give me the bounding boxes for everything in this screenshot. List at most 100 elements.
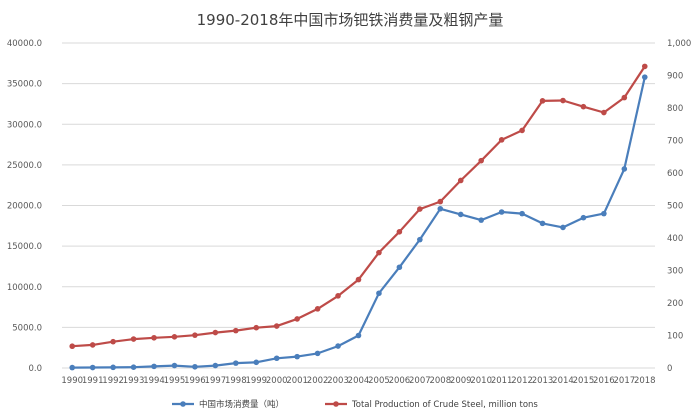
x-tick-label: 2004 — [348, 376, 370, 386]
x-axis: 1990199119921993199419951996199719981999… — [61, 367, 656, 386]
data-point — [437, 205, 444, 212]
x-tick-label: 2005 — [368, 376, 390, 386]
x-tick-label: 2009 — [450, 376, 472, 386]
data-point — [519, 127, 525, 134]
x-tick-label: 1995 — [164, 376, 186, 386]
right-tick-label: 1,000 — [667, 39, 691, 49]
data-point — [130, 364, 137, 370]
data-point — [233, 360, 239, 366]
data-point — [314, 306, 321, 312]
data-point — [478, 217, 484, 223]
data-point — [621, 166, 628, 172]
x-tick-label: 2012 — [511, 376, 533, 386]
series-1 — [69, 74, 648, 371]
x-tick-label: 1993 — [123, 376, 145, 386]
x-tick-label: 1990 — [61, 376, 83, 386]
data-point — [151, 334, 157, 341]
legend-item: 中国市场消费量（吨） — [172, 399, 284, 410]
x-tick-label: 1992 — [102, 376, 124, 386]
left-tick-label: 0.0 — [28, 364, 42, 374]
grid-lines — [62, 42, 655, 369]
data-point — [335, 343, 341, 349]
data-point — [192, 363, 198, 370]
data-point — [601, 210, 607, 217]
x-tick-label: 1996 — [184, 376, 206, 386]
data-point — [151, 363, 157, 370]
data-point — [314, 350, 321, 357]
data-point — [171, 334, 178, 340]
x-tick-label: 2016 — [593, 376, 615, 386]
data-point — [171, 362, 178, 369]
legend-swatch-marker — [180, 401, 186, 407]
data-point — [519, 210, 525, 217]
x-tick-label: 2003 — [327, 376, 349, 386]
data-point — [396, 264, 403, 271]
data-point — [539, 220, 546, 227]
data-point — [355, 332, 362, 339]
series-line — [72, 76, 646, 369]
data-point — [437, 198, 444, 205]
x-tick-label: 1997 — [205, 376, 227, 386]
data-point — [110, 338, 116, 345]
data-point — [498, 209, 505, 215]
data-point — [294, 353, 300, 360]
x-tick-label: 1991 — [82, 376, 104, 386]
data-point — [253, 359, 260, 366]
data-point — [212, 329, 219, 336]
data-point — [69, 364, 76, 371]
data-point — [294, 316, 300, 322]
data-point — [580, 214, 587, 221]
right-tick-label: 800 — [667, 104, 683, 114]
right-tick-label: 600 — [667, 169, 683, 179]
data-point — [560, 97, 566, 104]
right-tick-label: 0 — [667, 364, 672, 374]
x-tick-label: 1998 — [225, 376, 247, 386]
x-tick-label: 1994 — [143, 376, 165, 386]
right-tick-label: 900 — [667, 72, 683, 82]
series-2 — [69, 63, 648, 350]
legend: 中国市场消费量（吨） Total Production of Crude Stee… — [172, 399, 538, 410]
data-point — [192, 332, 198, 338]
data-point — [253, 324, 260, 331]
series-lines — [69, 63, 648, 371]
right-tick-label: 300 — [667, 267, 683, 277]
data-point — [457, 211, 464, 218]
x-tick-label: 2011 — [491, 376, 513, 386]
data-point — [212, 362, 219, 369]
right-tick-label: 200 — [667, 299, 683, 309]
data-point — [89, 364, 96, 371]
left-tick-label: 40000.0 — [7, 39, 42, 49]
x-tick-label: 2000 — [266, 376, 288, 386]
x-tick-label: 2014 — [552, 376, 574, 386]
data-point — [560, 224, 566, 231]
data-point — [355, 276, 362, 283]
data-point — [376, 249, 382, 256]
data-point — [110, 364, 116, 371]
data-point — [539, 98, 546, 104]
data-point — [130, 336, 137, 342]
data-point — [641, 74, 648, 80]
x-tick-label: 2008 — [429, 376, 451, 386]
data-point — [417, 236, 423, 243]
chart-title: 1990-2018年中国市场钯铁消费量及粗钢产量 — [197, 11, 504, 29]
right-tick-label: 500 — [667, 202, 683, 212]
data-point — [233, 327, 239, 334]
data-point — [601, 109, 607, 116]
data-point — [335, 293, 341, 299]
data-point — [89, 342, 96, 348]
legend-item: Total Production of Crude Steel, million… — [325, 400, 538, 410]
legend-label: Total Production of Crude Steel, million… — [351, 400, 538, 410]
left-tick-label: 25000.0 — [7, 161, 42, 171]
data-point — [457, 177, 464, 184]
data-point — [580, 103, 587, 110]
data-point — [69, 343, 76, 350]
x-tick-label: 2007 — [409, 376, 431, 386]
data-point — [498, 137, 505, 143]
data-point — [621, 94, 628, 101]
series-line — [72, 65, 646, 348]
data-point — [396, 229, 403, 235]
left-y-axis: 0.0 5000.0 10000.0 15000.0 20000.0 25000.0 300… — [7, 39, 42, 374]
legend-swatch-marker — [333, 401, 339, 407]
data-point — [376, 290, 382, 297]
